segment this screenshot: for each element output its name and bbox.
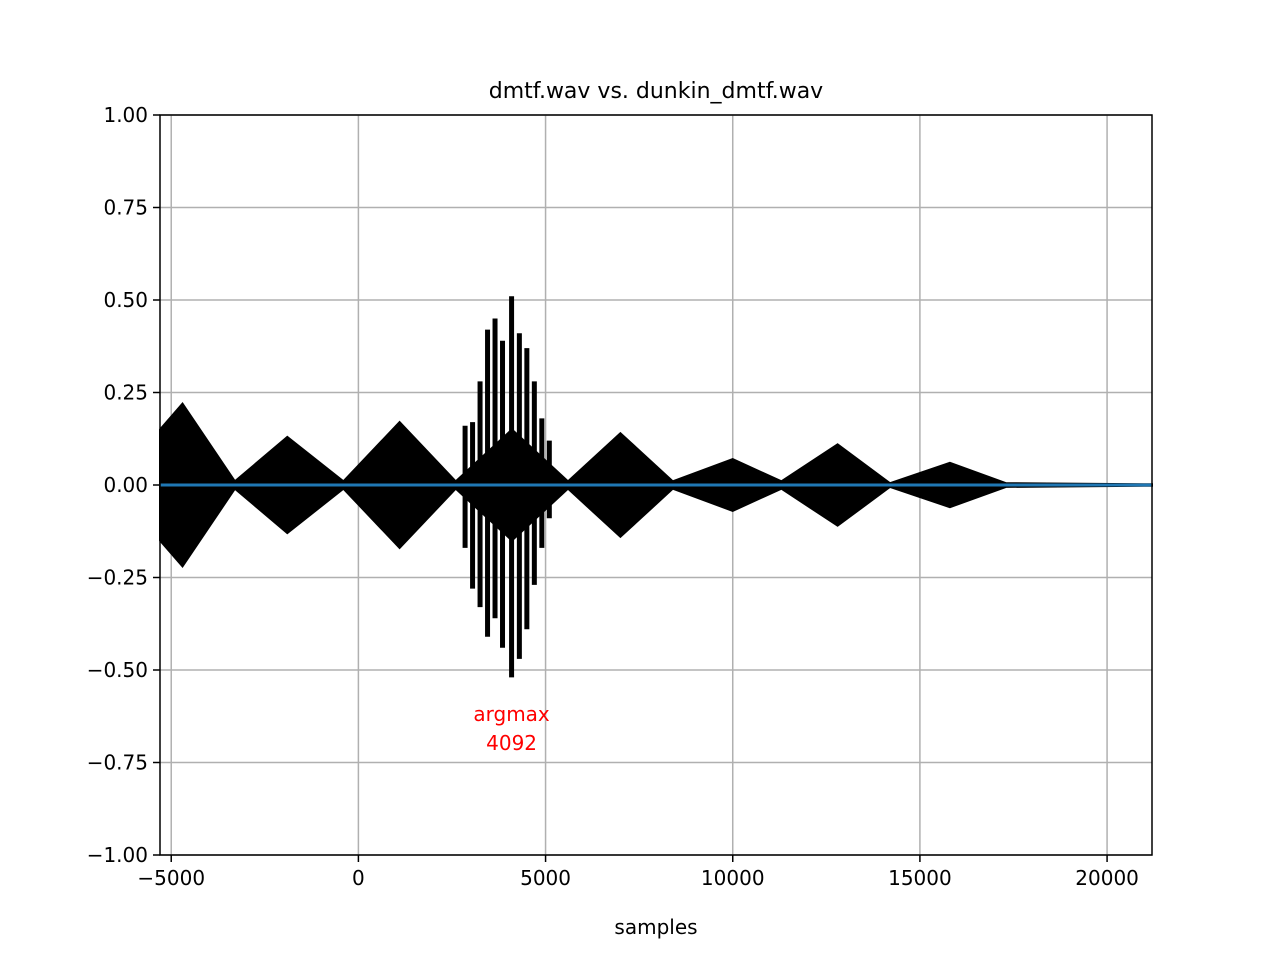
axes: −5000 0 5000 10000 15000 20000 1.00 0.75 0.50 0.2… (87, 103, 1139, 890)
y-tick-label: −0.75 (87, 751, 148, 775)
plot-data (159, 296, 1153, 678)
y-tick-label: 1.00 (103, 103, 148, 127)
y-tick-label: 0.25 (103, 381, 148, 405)
x-tick-label: 15000 (888, 866, 952, 890)
argmax-value: 4092 (486, 731, 537, 755)
y-tick-label: −0.25 (87, 566, 148, 590)
y-tick-label: −0.50 (87, 658, 148, 682)
y-tick-label: 0.00 (103, 473, 148, 497)
x-tick-label: 20000 (1075, 866, 1139, 890)
x-tick-label: 0 (352, 866, 365, 890)
chart-title: dmtf.wav vs. dunkin_dmtf.wav (489, 79, 823, 104)
y-tick-label: −1.00 (87, 843, 148, 867)
x-tick-label: −5000 (137, 866, 205, 890)
y-tick-label: 0.50 (103, 288, 148, 312)
argmax-annotation: argmax 4092 (473, 702, 550, 755)
x-axis-label: samples (614, 915, 697, 939)
x-tick-label: 5000 (520, 866, 571, 890)
x-tick-label: 10000 (701, 866, 765, 890)
argmax-label: argmax (473, 702, 550, 726)
y-tick-label: 0.75 (103, 196, 148, 220)
